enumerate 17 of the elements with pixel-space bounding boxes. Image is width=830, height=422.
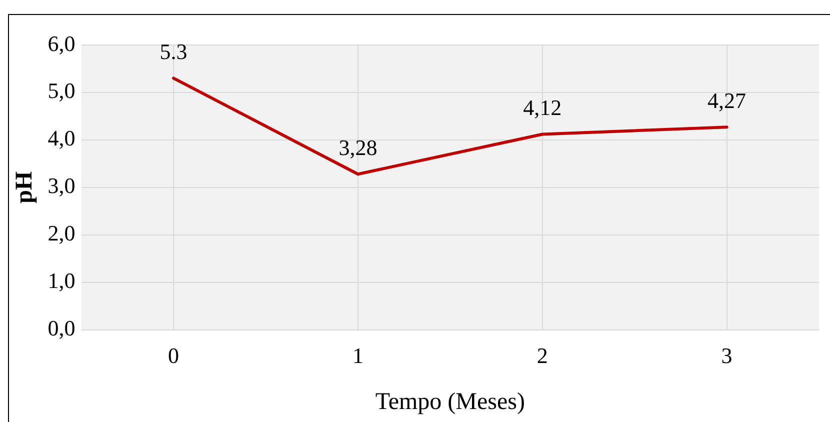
y-tick-label: 4,0 [48, 126, 76, 151]
data-label: 4,12 [523, 95, 562, 120]
data-label: 3,28 [338, 134, 378, 160]
x-tick-label: 3 [721, 342, 732, 368]
y-tick-label: 0,0 [48, 316, 76, 341]
y-tick-label: 1,0 [48, 268, 76, 294]
y-axis-title: pH [12, 171, 38, 204]
y-tick-label: 6,0 [48, 30, 76, 56]
y-tick-label: 2,0 [48, 220, 76, 246]
x-tick-label: 0 [168, 342, 180, 368]
x-axis-title: Tempo (Meses) [375, 388, 525, 415]
x-tick-label: 1 [352, 342, 364, 368]
data-label: 4,27 [708, 88, 746, 113]
y-tick-label: 3,0 [48, 173, 76, 198]
x-tick-label: 2 [536, 342, 548, 368]
data-label: 5.3 [160, 39, 188, 64]
y-tick-label: 5,0 [48, 78, 76, 104]
